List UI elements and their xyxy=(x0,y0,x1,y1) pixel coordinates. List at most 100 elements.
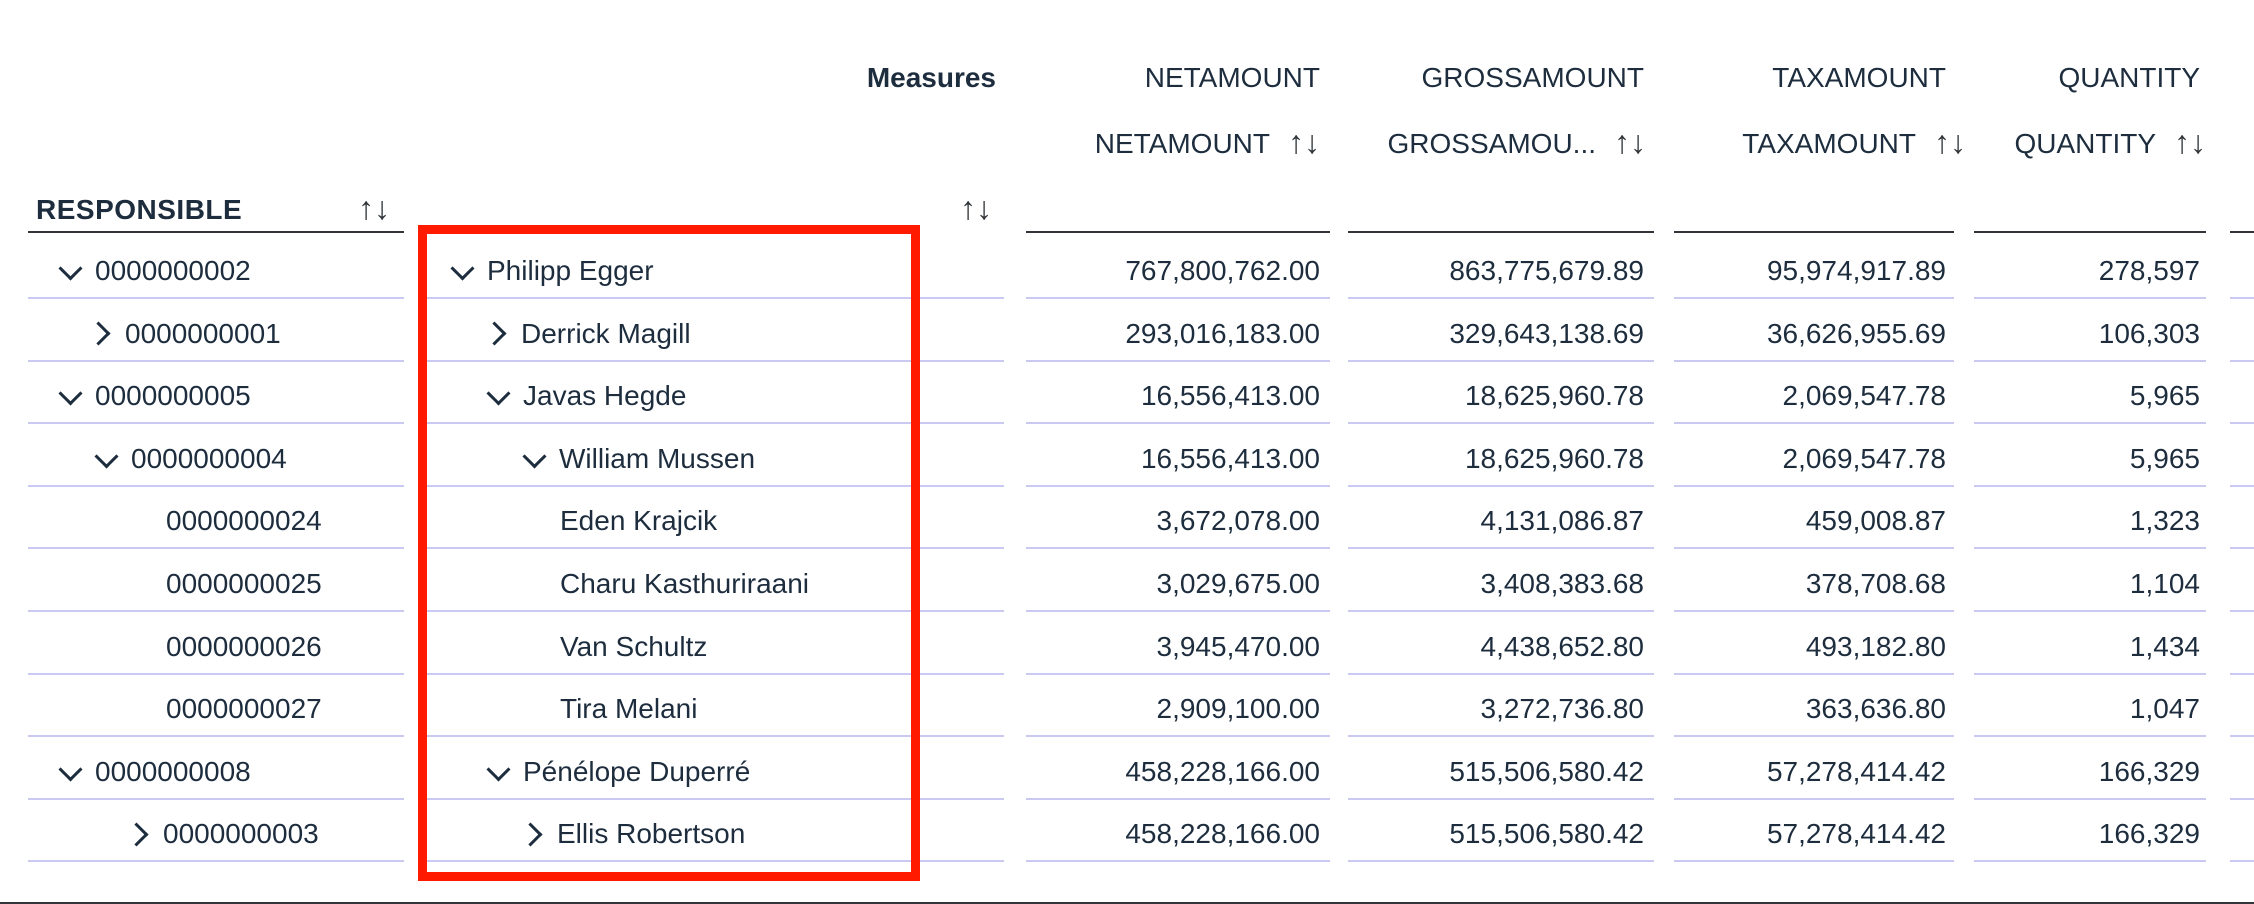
row-divider xyxy=(1026,547,1330,549)
taxamount-value: 493,182.80 xyxy=(1805,630,1946,662)
highlight-box xyxy=(418,225,920,881)
netamount-value: 293,016,183.00 xyxy=(1125,317,1320,349)
taxamount-value: 2,069,547.78 xyxy=(1782,380,1947,412)
responsible-id-cell[interactable]: 0000000024 xyxy=(166,504,322,538)
row-divider xyxy=(1348,735,1654,737)
responsible-name-cell[interactable]: Javas Hegde xyxy=(484,379,686,413)
chevron-right-icon[interactable] xyxy=(86,321,111,346)
subheader-grossamount[interactable]: GROSSAMOU... ↑↓ xyxy=(1340,124,1646,161)
sort-icon[interactable]: ↑↓ xyxy=(1288,124,1320,160)
row-divider xyxy=(1974,297,2206,299)
grossamount-value: 4,438,652.80 xyxy=(1480,630,1645,662)
row-divider xyxy=(1674,547,1954,549)
responsible-id-cell[interactable]: 0000000005 xyxy=(56,379,251,413)
netamount-value: 458,228,166.00 xyxy=(1125,755,1320,787)
row-divider xyxy=(1026,610,1330,612)
row-divider xyxy=(1348,485,1654,487)
netamount-value: 16,556,413.00 xyxy=(1140,380,1320,412)
subheader-taxamount[interactable]: TAXAMOUNT ↑↓ xyxy=(1680,124,1966,161)
responsible-id: 0000000008 xyxy=(95,755,251,787)
sort-icon[interactable]: ↑↓ xyxy=(2174,124,2206,160)
grossamount-value: 3,408,383.68 xyxy=(1480,568,1645,599)
subheader-quantity[interactable]: QUANTITY ↑↓ xyxy=(1960,124,2206,161)
responsible-name-cell[interactable]: Derrick Magill xyxy=(482,317,691,351)
responsible-id-cell[interactable]: 0000000001 xyxy=(86,317,281,351)
header-divider xyxy=(2230,231,2254,233)
row-divider xyxy=(1674,297,1954,299)
responsible-name-cell[interactable]: Pénélope Duperré xyxy=(484,755,750,789)
row-divider xyxy=(418,860,1004,862)
responsible-name-cell[interactable]: Philipp Egger xyxy=(448,254,654,288)
responsible-id: 0000000001 xyxy=(125,317,281,349)
row-divider xyxy=(2230,735,2254,737)
row-divider xyxy=(1026,860,1330,862)
row-divider xyxy=(28,422,404,424)
responsible-id: 0000000002 xyxy=(95,255,251,286)
chevron-down-icon[interactable] xyxy=(58,757,83,782)
row-divider xyxy=(1974,547,2206,549)
row-divider xyxy=(1348,673,1654,675)
responsible-name-cell[interactable]: Tira Melani xyxy=(560,692,697,726)
subheader-netamount[interactable]: NETAMOUNT ↑↓ xyxy=(1040,124,1320,161)
responsible-name: Javas Hegde xyxy=(523,380,687,412)
row-divider xyxy=(2230,360,2254,362)
subheader-netamount-label: NETAMOUNT xyxy=(1094,128,1270,159)
quantity-value: 5,965 xyxy=(2129,380,2200,412)
row-divider xyxy=(418,547,1004,549)
row-divider xyxy=(1674,735,1954,737)
responsible-id-cell[interactable]: 0000000003 xyxy=(124,817,319,851)
responsible-name: Charu Kasthuriraani xyxy=(560,568,810,599)
row-divider xyxy=(1974,735,2206,737)
responsible-name-cell[interactable]: William Mussen xyxy=(520,442,755,476)
row-divider xyxy=(2230,610,2254,612)
quantity-value: 1,323 xyxy=(2129,505,2200,537)
row-divider xyxy=(1348,422,1654,424)
responsible-name: Pénélope Duperré xyxy=(523,755,751,787)
responsible-name: Tira Melani xyxy=(560,693,698,725)
responsible-dimension-label: RESPONSIBLE xyxy=(36,194,243,225)
responsible-id-cell[interactable]: 0000000008 xyxy=(56,755,251,789)
responsible-id-cell[interactable]: 0000000002 xyxy=(56,254,251,288)
row-divider xyxy=(1348,547,1654,549)
header-divider xyxy=(1974,231,2206,233)
responsible-sort-icon[interactable]: ↑↓ xyxy=(358,190,390,226)
chevron-right-icon[interactable] xyxy=(124,821,149,847)
responsible-id-cell[interactable]: 0000000027 xyxy=(166,692,322,726)
row-divider xyxy=(28,360,404,362)
grossamount-value: 515,506,580.42 xyxy=(1449,755,1644,787)
row-divider xyxy=(418,485,1004,487)
row-divider xyxy=(1974,360,2206,362)
responsible-id: 0000000026 xyxy=(166,630,322,662)
responsible-name-cell[interactable]: Eden Krajcik xyxy=(560,504,717,538)
row-divider xyxy=(1674,485,1954,487)
row-divider xyxy=(2230,297,2254,299)
responsible-name-cell[interactable]: Charu Kasthuriraani xyxy=(560,567,809,601)
sort-icon[interactable]: ↑↓ xyxy=(1934,124,1966,160)
row-divider xyxy=(28,860,404,862)
netamount-value: 3,945,470.00 xyxy=(1156,630,1321,662)
grossamount-value: 3,272,736.80 xyxy=(1480,693,1645,725)
name-sort-icon[interactable]: ↑↓ xyxy=(960,190,992,226)
grossamount-value: 515,506,580.42 xyxy=(1449,818,1644,850)
responsible-name: Eden Krajcik xyxy=(560,505,718,537)
row-divider xyxy=(1026,485,1330,487)
responsible-name-cell[interactable]: Ellis Robertson xyxy=(518,817,746,851)
subheader-grossamount-label: GROSSAMOU... xyxy=(1387,128,1596,159)
chevron-down-icon[interactable] xyxy=(58,256,83,281)
row-divider xyxy=(1348,610,1654,612)
responsible-name: Van Schultz xyxy=(560,630,708,662)
row-divider xyxy=(1348,360,1654,362)
row-divider xyxy=(1974,422,2206,424)
column-header-quantity: QUANTITY xyxy=(2058,62,2200,93)
column-header-grossamount: GROSSAMOUNT xyxy=(1421,62,1644,93)
responsible-id-cell[interactable]: 0000000004 xyxy=(92,442,287,476)
row-divider xyxy=(418,798,1004,800)
sort-icon[interactable]: ↑↓ xyxy=(1614,124,1646,160)
responsible-id-cell[interactable]: 0000000026 xyxy=(166,630,322,664)
quantity-value: 278,597 xyxy=(2098,255,2200,286)
chevron-down-icon[interactable] xyxy=(94,444,119,469)
chevron-down-icon[interactable] xyxy=(58,381,83,406)
responsible-id-cell[interactable]: 0000000025 xyxy=(166,567,322,601)
responsible-name-cell[interactable]: Van Schultz xyxy=(560,630,707,664)
responsible-name: Ellis Robertson xyxy=(557,818,746,850)
